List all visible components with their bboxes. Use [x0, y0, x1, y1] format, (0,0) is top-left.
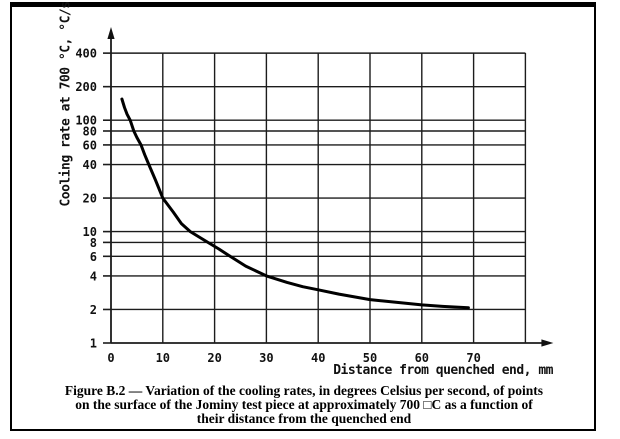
svg-text:400: 400: [75, 47, 97, 61]
caption-line-2: on the surface of the Jominy test piece …: [75, 397, 533, 412]
svg-text:4: 4: [90, 269, 97, 283]
svg-text:30: 30: [259, 351, 273, 365]
svg-text:0: 0: [107, 351, 114, 365]
svg-text:10: 10: [83, 225, 97, 239]
svg-text:80: 80: [83, 124, 97, 138]
svg-text:50: 50: [363, 351, 377, 365]
caption-line-1: Figure B.2 — Variation of the cooling ra…: [64, 383, 544, 398]
svg-text:6: 6: [90, 250, 97, 264]
svg-text:40: 40: [83, 158, 97, 172]
caption-line-3: their distance from the quenched end: [196, 411, 412, 426]
svg-text:20: 20: [207, 351, 221, 365]
x-axis-title: Distance from quenched end, mm: [333, 363, 553, 378]
svg-text:8: 8: [90, 236, 97, 250]
svg-text:40: 40: [311, 351, 325, 365]
svg-text:70: 70: [466, 351, 480, 365]
svg-text:20: 20: [83, 192, 97, 206]
figure-caption: Figure B.2 — Variation of the cooling ra…: [14, 384, 594, 426]
svg-text:60: 60: [415, 351, 429, 365]
svg-text:1: 1: [90, 337, 97, 351]
svg-text:100: 100: [75, 114, 97, 128]
svg-text:10: 10: [156, 351, 170, 365]
svg-text:60: 60: [83, 138, 97, 152]
figure-border: [10, 2, 596, 431]
svg-text:2: 2: [90, 303, 97, 317]
y-axis-title: Cooling rate at 700 °C, °C/s: [58, 1, 74, 207]
svg-text:200: 200: [75, 80, 97, 94]
